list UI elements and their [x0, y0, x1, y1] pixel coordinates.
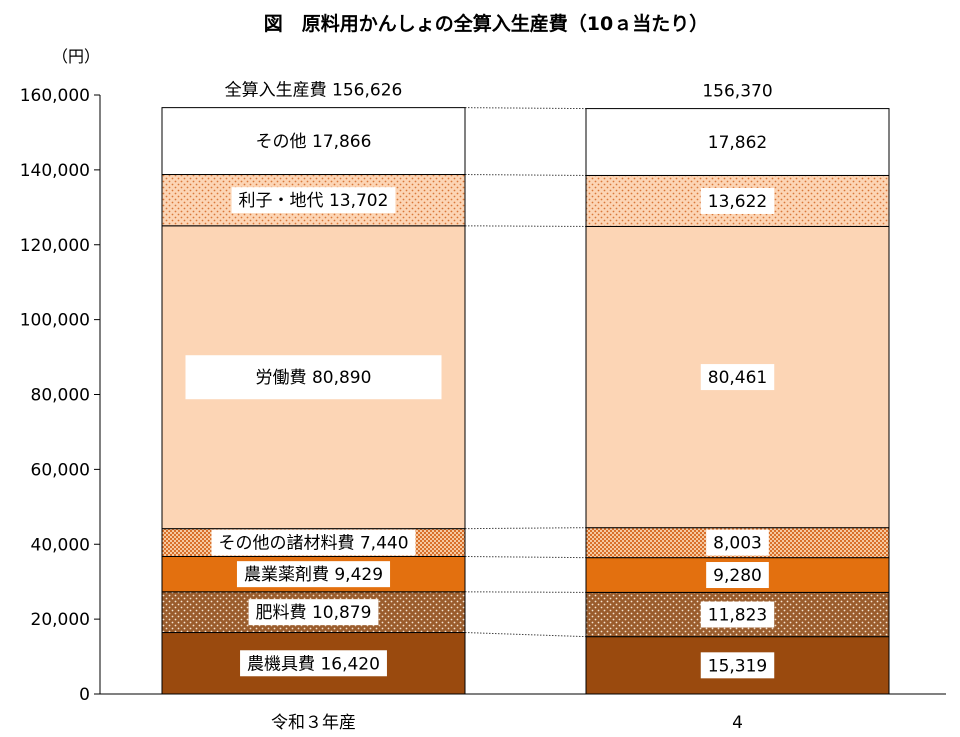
y-tick-label-3: 60,000: [31, 460, 90, 480]
segment-label-0-2: 農業薬剤費 9,429: [244, 565, 383, 585]
segment-label-0-4: 労働費 80,890: [256, 368, 372, 388]
segment-label-1-2: 9,280: [713, 566, 762, 586]
segment-label-box-1-5: [700, 187, 775, 214]
y-axis-ticks: 0 20,000 40,000 60,000 80,000 100,000 120,000 1…: [20, 86, 100, 705]
y-tick-label-4: 80,000: [31, 386, 90, 406]
segment-label-box-1-0: [700, 652, 775, 679]
segment-label-0-0: 農機具費 16,420: [247, 654, 380, 674]
y-tick-label-8: 160,000: [20, 86, 90, 106]
connector-3: [464, 527, 587, 530]
axes: [99, 95, 946, 695]
segment-label-box-0-1: [248, 599, 379, 626]
connector-4: [464, 225, 587, 227]
y-tick-label-2: 40,000: [31, 535, 90, 555]
connector-lines: [464, 107, 587, 638]
connector-0: [464, 632, 587, 638]
segment-label-0-6: その他 17,866: [256, 132, 372, 152]
connector-2: [464, 555, 587, 559]
segment-label-box-1-4: [700, 364, 775, 391]
y-axis-unit: （円）: [52, 47, 100, 66]
segment-label-1-3: 8,003: [713, 534, 762, 554]
connector-5: [464, 174, 587, 176]
connector-1: [464, 591, 587, 593]
y-tick-label-0: 0: [79, 685, 90, 705]
segment-label-1-0: 15,319: [708, 656, 767, 676]
category-label-1: 4: [732, 713, 743, 733]
segment-label-1-1: 11,823: [708, 606, 767, 626]
segment-label-box-1-2: [706, 562, 769, 589]
connector-6: [464, 107, 587, 110]
total-label-0: 全算入生産費 156,626: [225, 81, 403, 101]
segment-labels: 農機具費 16,420 肥料費 10,879 農業薬剤費 9,429 その他の諸材料費…: [185, 128, 775, 679]
segment-label-box-0-2: [236, 561, 391, 588]
segment-label-box-0-0: [240, 650, 387, 677]
y-tick-label-6: 120,000: [20, 236, 90, 256]
y-tick-label-5: 100,000: [20, 311, 90, 331]
segment-label-box-1-1: [700, 601, 775, 628]
category-labels: 令和３年産 4: [271, 713, 743, 733]
segment-label-box-0-4: [185, 355, 442, 400]
segment-label-box-1-3: [706, 529, 769, 556]
category-label-0: 令和３年産: [271, 713, 356, 733]
segment-label-box-1-6: [700, 129, 775, 156]
segment-label-0-3: その他の諸材料費 7,440: [218, 534, 408, 554]
segment-label-box-0-6: [248, 128, 379, 155]
chart-title: 図 原料用かんしょの全算入生産費（10ａ当たり）: [264, 12, 708, 35]
segment-label-0-1: 肥料費 10,879: [256, 603, 372, 623]
bar-segment-0-0: [161, 632, 466, 695]
total-labels: 全算入生産費 156,626 156,370: [225, 81, 773, 102]
segment-label-box-0-3: [211, 529, 416, 556]
y-tick-label-7: 140,000: [20, 161, 90, 181]
segment-label-1-5: 13,622: [708, 192, 767, 212]
segment-label-1-4: 80,461: [708, 368, 767, 388]
y-tick-label-1: 20,000: [31, 610, 90, 630]
total-label-1: 156,370: [702, 82, 772, 102]
segment-label-box-0-5: [231, 187, 396, 214]
segment-label-0-5: 利子・地代 13,702: [239, 191, 389, 211]
segment-label-1-6: 17,862: [708, 133, 767, 153]
